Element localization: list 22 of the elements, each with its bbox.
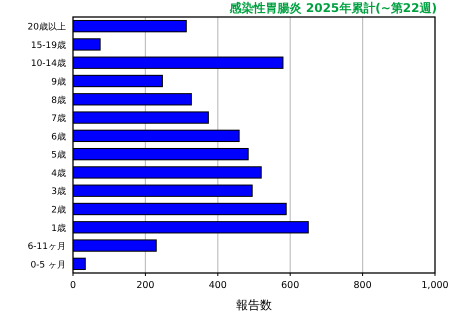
y-tick-label: 6歳 bbox=[51, 131, 66, 142]
x-tick-label: 800 bbox=[354, 280, 372, 291]
y-tick-label: 1歳 bbox=[51, 222, 66, 234]
y-tick-label: 3歳 bbox=[51, 186, 66, 198]
y-tick-label: 4歳 bbox=[51, 168, 66, 179]
y-tick-label: 7歳 bbox=[51, 113, 66, 124]
y-tick-label: 6-11ヶ月 bbox=[28, 242, 66, 252]
y-tick-label: 2歳 bbox=[51, 204, 66, 216]
x-tick-label: 1,000 bbox=[421, 280, 449, 291]
y-tick-label: 8歳 bbox=[51, 94, 66, 106]
y-tick-label: 10-14歳 bbox=[30, 58, 66, 70]
x-axis-title: 報告数 bbox=[236, 298, 272, 312]
y-tick-label: 20歳以上 bbox=[28, 22, 66, 33]
x-tick-label: 200 bbox=[136, 280, 154, 291]
x-tick-label: 0 bbox=[70, 280, 76, 291]
chart-title: 感染性胃腸炎 2025年累計(~第22週) bbox=[228, 1, 437, 15]
y-tick-label: 15-19歳 bbox=[30, 40, 66, 51]
x-tick-label: 600 bbox=[281, 280, 300, 291]
y-tick-label: 9歳 bbox=[51, 76, 66, 88]
y-tick-label: 0-5 ヶ月 bbox=[30, 260, 66, 270]
y-tick-label: 5歳 bbox=[51, 150, 66, 161]
x-tick-label: 400 bbox=[208, 280, 227, 291]
